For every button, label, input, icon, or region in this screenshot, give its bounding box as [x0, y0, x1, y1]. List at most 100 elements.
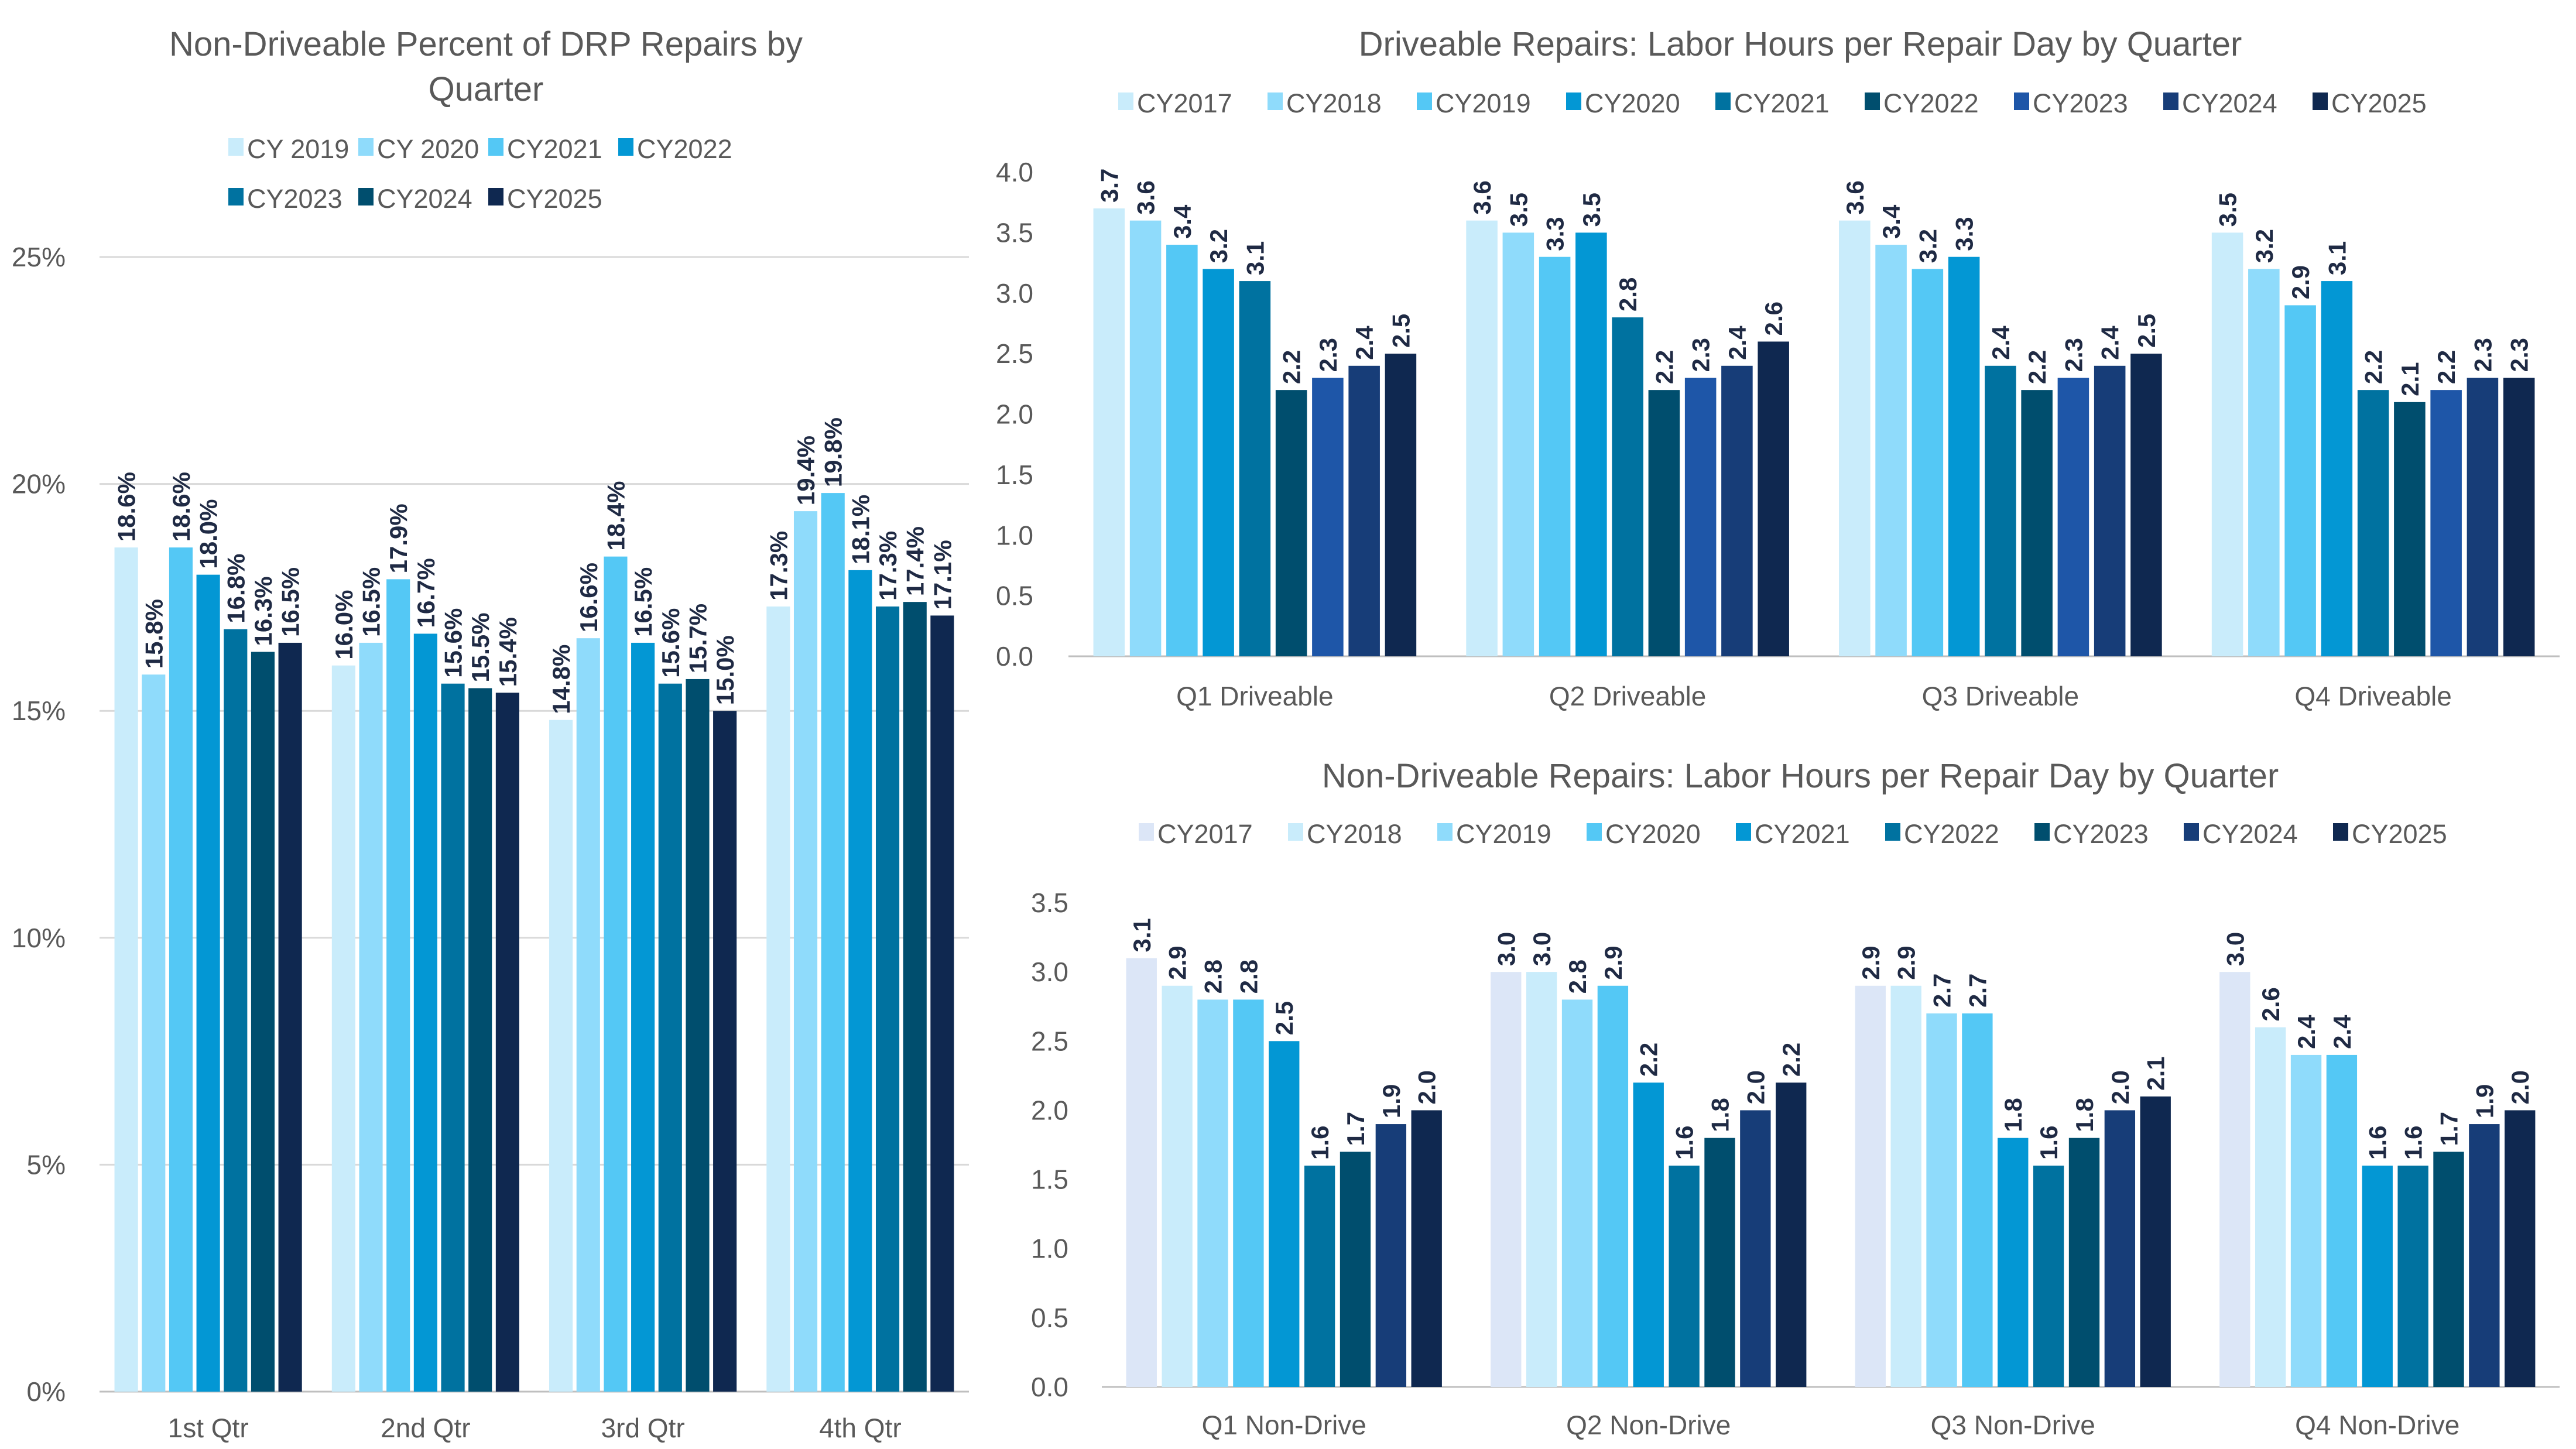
data-label: 18.0% — [195, 499, 222, 569]
y-tick-label: 15% — [12, 696, 66, 726]
bar — [2130, 354, 2162, 656]
legend-swatch — [2313, 93, 2328, 110]
legend-item: CY2017 — [1139, 819, 1253, 849]
data-label: 2.8 — [1200, 960, 1227, 994]
data-label: 3.1 — [1128, 918, 1156, 952]
legend-label: CY2018 — [1286, 88, 1382, 118]
data-label: 1.7 — [1342, 1112, 1369, 1146]
bar — [1203, 269, 1234, 656]
legend-item: CY2024 — [2184, 819, 2298, 849]
bar — [196, 574, 220, 1392]
bar — [2433, 1152, 2464, 1387]
bar — [793, 511, 818, 1392]
legend-item: CY2025 — [2313, 88, 2427, 118]
y-tick-label: 0% — [27, 1376, 66, 1407]
bar — [2248, 269, 2280, 656]
data-label: 1.7 — [2435, 1112, 2462, 1146]
legend-label: CY2021 — [507, 134, 602, 164]
bar — [1948, 256, 1980, 657]
data-label: 1.9 — [2471, 1084, 2498, 1118]
bar — [713, 711, 737, 1392]
y-tick-label: 3.0 — [1031, 957, 1068, 987]
data-label: 18.4% — [602, 481, 629, 551]
data-label: 2.9 — [1857, 946, 1885, 979]
legend-label: CY2019 — [1436, 88, 1531, 118]
data-label: 3.2 — [1914, 229, 1941, 263]
legend-item: CY2023 — [2014, 88, 2128, 118]
bar — [2094, 365, 2126, 656]
bar — [224, 629, 248, 1392]
bar — [1684, 378, 1717, 656]
y-tick-label: 0.5 — [1031, 1303, 1068, 1333]
legend-swatch — [1885, 823, 1900, 841]
chart-2: Driveable Repairs: Labor Hours per Repai… — [996, 25, 2560, 711]
legend-label: CY2017 — [1157, 819, 1253, 849]
data-label: 3.3 — [1951, 217, 1978, 251]
x-tick-label: Q3 Non-Drive — [1931, 1410, 2095, 1440]
legend-item: CY2017 — [1118, 88, 1232, 118]
legend-swatch — [2184, 823, 2199, 841]
data-label: 2.2 — [1777, 1043, 1805, 1077]
bar — [169, 547, 193, 1392]
bar — [2284, 305, 2316, 656]
bar — [1539, 256, 1571, 657]
legend-label: CY2023 — [2053, 819, 2149, 849]
bar — [1166, 245, 1198, 656]
data-label: 2.3 — [1314, 338, 1342, 372]
bar — [251, 652, 275, 1392]
data-label: 3.3 — [1542, 217, 1569, 251]
bar — [1776, 1083, 1807, 1387]
data-label: 18.1% — [847, 495, 874, 564]
data-label: 3.6 — [1468, 180, 1496, 214]
legend-swatch — [228, 188, 244, 205]
data-label: 2.3 — [2060, 338, 2087, 372]
data-label: 2.2 — [1278, 350, 1306, 384]
bar — [2357, 390, 2389, 656]
legend-item: CY2024 — [2163, 88, 2277, 118]
x-tick-label: 1st Qtr — [168, 1413, 249, 1443]
data-label: 15.5% — [467, 612, 494, 682]
bar — [1839, 220, 1871, 656]
data-label: 2.8 — [1564, 960, 1591, 994]
data-label: 2.9 — [1893, 946, 1920, 979]
legend-swatch — [1417, 93, 1432, 110]
data-label: 2.5 — [2133, 314, 2160, 348]
data-label: 2.2 — [1650, 350, 1678, 384]
bar — [2219, 972, 2250, 1387]
bar — [2057, 378, 2089, 656]
bar — [1740, 1110, 1771, 1387]
legend-item: CY2020 — [1587, 819, 1701, 849]
data-label: 3.6 — [1841, 180, 1869, 214]
data-label: 2.8 — [1235, 960, 1262, 994]
data-label: 3.4 — [1169, 204, 1196, 239]
y-tick-label: 1.0 — [1031, 1234, 1068, 1264]
y-tick-label: 0.0 — [1031, 1372, 1068, 1402]
data-label: 3.5 — [2214, 193, 2242, 227]
chart-title: Quarter — [429, 70, 544, 108]
bar — [1129, 220, 1162, 656]
data-label: 3.5 — [1578, 193, 1605, 227]
legend-label: CY2022 — [1883, 88, 1979, 118]
y-tick-label: 3.5 — [1031, 888, 1068, 918]
legend-swatch — [618, 138, 633, 156]
legend-item: CY2019 — [1417, 88, 1531, 118]
legend-item: CY2024 — [358, 184, 472, 214]
bar — [1411, 1110, 1442, 1387]
legend-item: CY2021 — [1736, 819, 1850, 849]
chart-1: Non-Driveable Percent of DRP Repairs by Q… — [12, 25, 969, 1443]
legend-label: CY2021 — [1755, 819, 1850, 849]
legend-label: CY 2020 — [377, 134, 479, 164]
bar — [1466, 220, 1498, 656]
data-label: 15.7% — [684, 604, 711, 673]
data-label: 2.0 — [2106, 1070, 2134, 1104]
bar — [848, 570, 872, 1392]
data-label: 16.0% — [330, 590, 358, 660]
data-label: 2.0 — [1742, 1070, 1769, 1104]
chart-3: Non-Driveable Repairs: Labor Hours per R… — [1031, 757, 2560, 1440]
bar — [1669, 1165, 1700, 1387]
data-label: 2.4 — [2328, 1015, 2356, 1049]
data-label: 2.2 — [2360, 350, 2387, 384]
data-label: 2.2 — [2023, 350, 2051, 384]
legend-label: CY2022 — [1904, 819, 1999, 849]
bar — [1239, 281, 1271, 656]
